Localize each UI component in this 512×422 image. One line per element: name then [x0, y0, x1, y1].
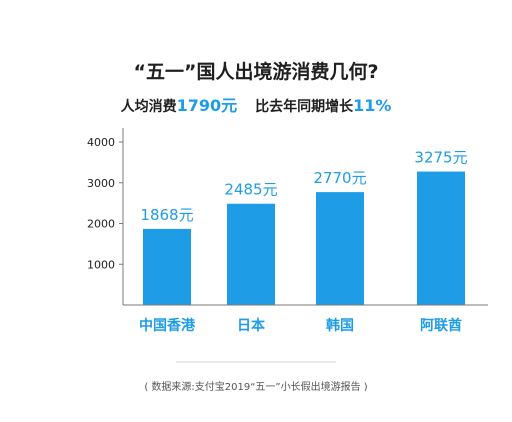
chart-title: “五一”国人出境游消费几何? — [133, 61, 379, 83]
bar — [316, 192, 364, 305]
value-labels: 1868元 2485元 2770元 3275元 — [140, 149, 467, 224]
avg-spend-label: 人均消费 — [120, 99, 177, 115]
growth-label: 比去年同期增长 — [255, 99, 354, 115]
x-tick-label: 阿联酋 — [420, 317, 462, 334]
y-tick-label: 4000 — [87, 136, 115, 149]
bar — [143, 228, 191, 305]
chart-subtitle: 人均消费1790元 比去年同期增长11% — [0, 92, 512, 116]
bar — [227, 203, 275, 305]
bar-value-label: 2770元 — [313, 169, 366, 187]
x-tick-labels: 中国香港 日本 韩国 阿联酋 — [139, 317, 462, 334]
growth-value: 11% — [353, 96, 392, 115]
y-tick-label: 2000 — [87, 218, 115, 231]
bar-value-label: 3275元 — [414, 149, 467, 167]
x-tick-label: 日本 — [237, 317, 266, 334]
bar-value-label: 1868元 — [140, 206, 193, 224]
x-tick-label: 中国香港 — [139, 317, 196, 334]
bar — [417, 171, 465, 305]
bars — [143, 171, 465, 305]
y-tick-label: 1000 — [87, 258, 115, 271]
bar-value-label: 2485元 — [224, 181, 277, 199]
x-tick-label: 韩国 — [326, 317, 354, 334]
y-axis: 1000 2000 3000 4000 — [87, 128, 124, 305]
avg-spend-value: 1790元 — [176, 96, 238, 115]
data-source-note: ( 数据来源:支付宝2019“五一”小长假出境游报告 ) — [144, 382, 368, 393]
y-tick-label: 3000 — [87, 177, 115, 190]
